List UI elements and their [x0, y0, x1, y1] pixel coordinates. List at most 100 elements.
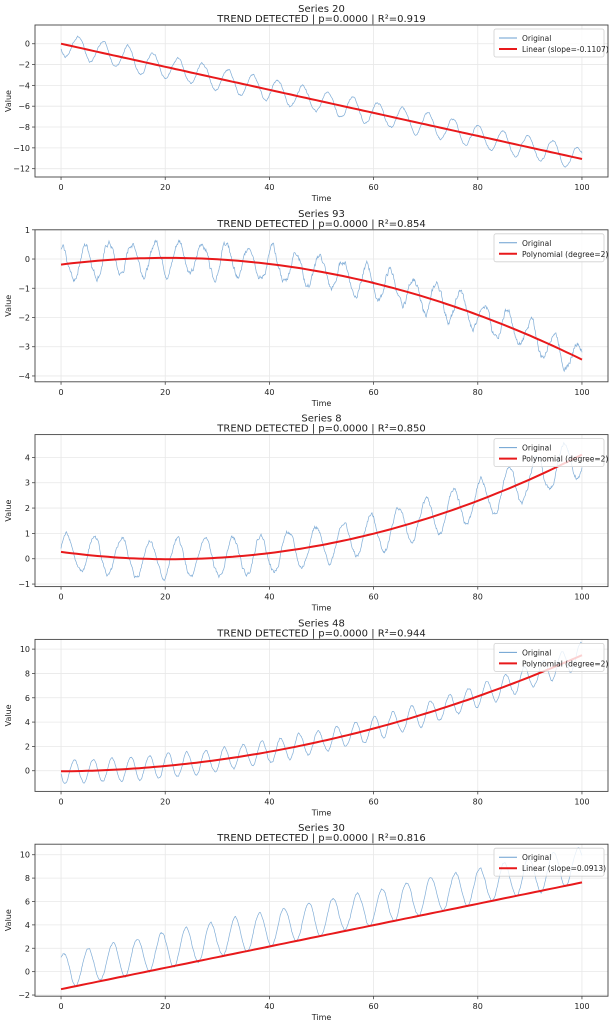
y-axis-label: Value — [4, 704, 13, 726]
y-tick-label: 10 — [20, 851, 30, 860]
x-tick-label: 20 — [160, 183, 170, 192]
legend-box — [493, 28, 605, 58]
y-tick-label: 3 — [25, 479, 30, 488]
x-tick-label: 80 — [473, 797, 483, 806]
x-tick-label: 20 — [160, 593, 170, 602]
axes-frame — [34, 434, 609, 588]
x-axis-label: Time — [311, 808, 332, 817]
y-axis-label: Value — [4, 295, 13, 317]
x-tick-label: 60 — [368, 593, 378, 602]
y-tick-label: 0 — [25, 968, 30, 977]
x-axis-label: Time — [311, 1013, 332, 1022]
x-tick-label: 60 — [368, 183, 378, 192]
y-tick-label: 6 — [25, 897, 30, 906]
x-tick-label: 80 — [473, 593, 483, 602]
chart-subtitle: TREND DETECTED | p=0.0000 | R²=0.850 — [216, 424, 425, 435]
legend: Original Linear (slope=0.0913) — [493, 847, 606, 877]
x-tick-label: 40 — [264, 593, 274, 602]
legend-entry: Original — [522, 34, 551, 43]
legend: Original Linear (slope=-0.1107) — [493, 28, 609, 58]
legend-entry: Original — [522, 853, 551, 862]
y-tick-label: 8 — [25, 874, 30, 883]
x-tick-label: 60 — [368, 1002, 378, 1011]
series-original-line — [60, 441, 583, 582]
y-tick-label: 6 — [25, 694, 30, 703]
series-original-line — [60, 641, 583, 784]
legend-entry: Polynomial (degree=2) — [522, 455, 608, 464]
y-tick-label: −2 — [18, 313, 30, 322]
series-fit-line — [60, 256, 583, 361]
y-tick-label: 0 — [25, 767, 30, 776]
x-tick-label: 40 — [264, 183, 274, 192]
x-tick-label: 0 — [58, 1002, 63, 1011]
chart-subtitle: TREND DETECTED | p=0.0000 | R²=0.854 — [216, 219, 425, 230]
x-axis-label: Time — [311, 604, 332, 613]
y-tick-label: 4 — [25, 921, 30, 930]
y-tick-label: 4 — [25, 718, 30, 727]
x-tick-label: 60 — [368, 797, 378, 806]
y-tick-label: −3 — [18, 343, 30, 352]
series-fit-line — [60, 881, 583, 991]
y-tick-label: 1 — [25, 529, 30, 538]
axes-frame — [34, 24, 609, 178]
chart-subtitle: TREND DETECTED | p=0.0000 | R²=0.816 — [216, 833, 425, 844]
series-fit-line — [60, 453, 583, 561]
y-tick-label: 1 — [25, 226, 30, 235]
grid — [35, 639, 608, 792]
legend-box — [493, 643, 605, 672]
x-tick-label: 100 — [574, 797, 589, 806]
y-tick-label: 8 — [25, 669, 30, 678]
y-tick-label: −2 — [18, 61, 30, 70]
x-tick-label: 40 — [264, 797, 274, 806]
x-tick-label: 20 — [160, 388, 170, 397]
chart-subtitle: TREND DETECTED | p=0.0000 | R²=0.919 — [216, 14, 425, 25]
y-tick-label: −4 — [18, 81, 30, 90]
x-tick-label: 20 — [160, 797, 170, 806]
y-tick-label: 4 — [25, 453, 30, 462]
x-axis-label: Time — [311, 194, 332, 203]
x-tick-label: 100 — [574, 593, 589, 602]
legend-entry: Polynomial (degree=2) — [522, 659, 608, 668]
series-fit-line — [60, 42, 583, 160]
y-tick-label: −6 — [18, 102, 30, 111]
series-fit-line — [61, 654, 583, 773]
x-tick-label: 0 — [58, 388, 63, 397]
x-tick-label: 80 — [473, 388, 483, 397]
legend-entry: Linear (slope=-0.1107) — [522, 45, 609, 54]
chart-subtitle: TREND DETECTED | p=0.0000 | R²=0.944 — [216, 628, 425, 639]
legend-box — [493, 847, 605, 877]
legend: Original Polynomial (degree=2) — [493, 438, 608, 468]
y-tick-label: −1 — [18, 284, 30, 293]
x-tick-label: 100 — [574, 388, 589, 397]
legend-entry: Linear (slope=0.0913) — [522, 864, 606, 873]
x-tick-label: 0 — [58, 183, 63, 192]
x-tick-label: 60 — [368, 388, 378, 397]
legend-entry: Original — [522, 444, 551, 453]
y-tick-label: −1 — [18, 580, 30, 589]
axes-frame — [34, 638, 609, 792]
legend: Original Polynomial (degree=2) — [493, 233, 608, 263]
y-tick-label: 2 — [25, 944, 30, 953]
axes-frame — [34, 843, 609, 997]
x-tick-label: 20 — [160, 1002, 170, 1011]
x-tick-label: 0 — [58, 593, 63, 602]
chart-title: Series 93 — [298, 209, 345, 220]
legend-box — [493, 233, 605, 263]
legend-entry: Original — [522, 239, 551, 248]
y-tick-label: 10 — [20, 645, 30, 654]
x-tick-label: 40 — [264, 1002, 274, 1011]
y-tick-label: −8 — [18, 123, 30, 132]
chart-title: Series 48 — [298, 618, 345, 629]
y-tick-label: 0 — [25, 555, 30, 564]
x-tick-label: 0 — [58, 797, 63, 806]
y-tick-label: −4 — [18, 372, 30, 381]
series-original-line — [60, 239, 583, 373]
y-tick-label: 2 — [25, 742, 30, 751]
x-tick-label: 80 — [473, 183, 483, 192]
legend: Original Polynomial (degree=2) — [493, 643, 608, 672]
